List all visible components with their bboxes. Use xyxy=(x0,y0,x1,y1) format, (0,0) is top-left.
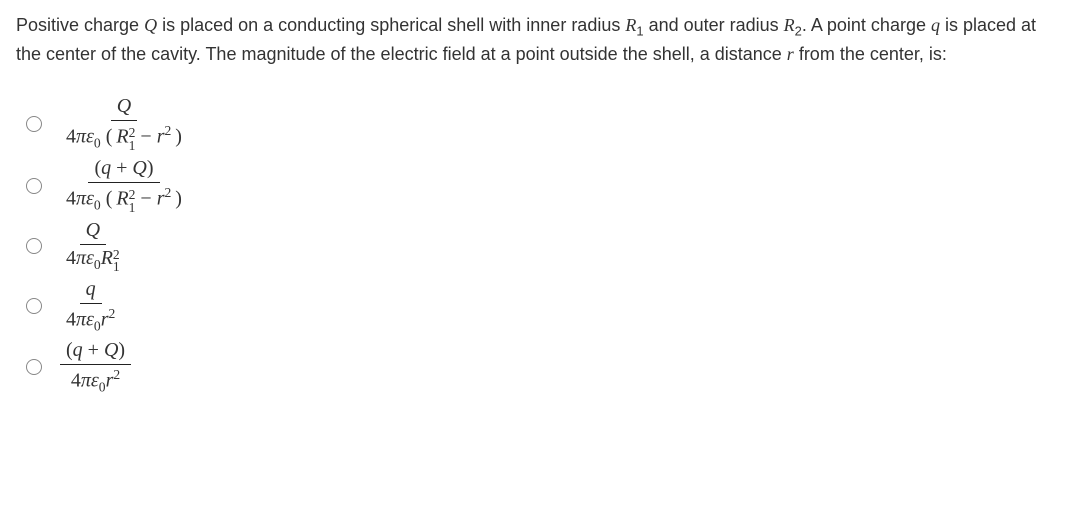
radio-icon[interactable] xyxy=(26,298,42,314)
question-text: Positive charge Q is placed on a conduct… xyxy=(16,12,1050,68)
radio-icon[interactable] xyxy=(26,116,42,132)
option-e-formula: (q + Q) 4πε0r2 xyxy=(60,340,131,395)
option-a[interactable]: Q 4πε0 ( R21 − r2 ) xyxy=(26,96,1050,152)
radio-icon[interactable] xyxy=(26,359,42,375)
option-e[interactable]: (q + Q) 4πε0r2 xyxy=(26,340,1050,395)
options-group: Q 4πε0 ( R21 − r2 ) (q + Q) 4πε0 ( R21 −… xyxy=(26,96,1050,395)
radio-icon[interactable] xyxy=(26,178,42,194)
option-b[interactable]: (q + Q) 4πε0 ( R21 − r2 ) xyxy=(26,158,1050,214)
option-a-formula: Q 4πε0 ( R21 − r2 ) xyxy=(60,96,188,152)
option-d-formula: q 4πε0r2 xyxy=(60,279,121,334)
option-d[interactable]: q 4πε0r2 xyxy=(26,279,1050,334)
option-b-formula: (q + Q) 4πε0 ( R21 − r2 ) xyxy=(60,158,188,214)
radio-icon[interactable] xyxy=(26,238,42,254)
option-c[interactable]: Q 4πε0R21 xyxy=(26,220,1050,273)
option-c-formula: Q 4πε0R21 xyxy=(60,220,126,273)
